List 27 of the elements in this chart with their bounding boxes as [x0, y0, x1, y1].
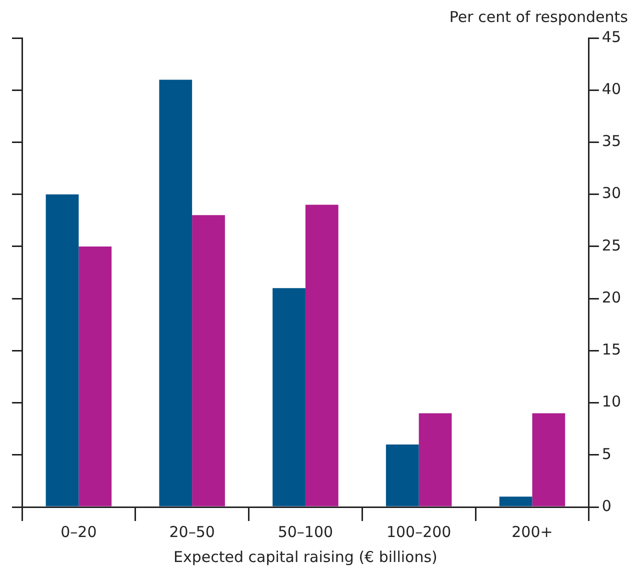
bar: [192, 215, 225, 506]
y-tick-label: 15: [602, 340, 622, 359]
x-tick-label: 20–50: [169, 522, 215, 541]
bar: [532, 413, 566, 506]
y-tick-label: 10: [602, 392, 622, 411]
x-tick-label: 50–100: [278, 522, 334, 541]
bar: [418, 413, 452, 506]
bar: [46, 194, 79, 506]
bar: [159, 80, 192, 506]
bar: [305, 204, 338, 506]
bar: [499, 496, 532, 506]
y-tick-label: 30: [602, 184, 622, 202]
y-tick-label: 45: [602, 28, 622, 46]
y-tick-label: 0: [602, 496, 612, 515]
y-tick-label: 35: [602, 132, 622, 150]
bar: [386, 444, 419, 506]
bar: [78, 246, 112, 506]
y-axis-title: Per cent of respondents: [448, 8, 628, 26]
x-axis-title: Expected capital raising (€ billions): [174, 548, 438, 566]
y-tick-label: 5: [602, 444, 612, 463]
x-tick-label: 100–200: [386, 522, 452, 541]
y-tick-label: 25: [602, 236, 622, 254]
y-tick-label: 20: [602, 288, 622, 306]
x-tick-label: 200+: [512, 522, 553, 541]
y-tick-label: 40: [602, 80, 622, 98]
bar: [272, 288, 306, 506]
x-tick-label: 0–20: [60, 522, 97, 541]
